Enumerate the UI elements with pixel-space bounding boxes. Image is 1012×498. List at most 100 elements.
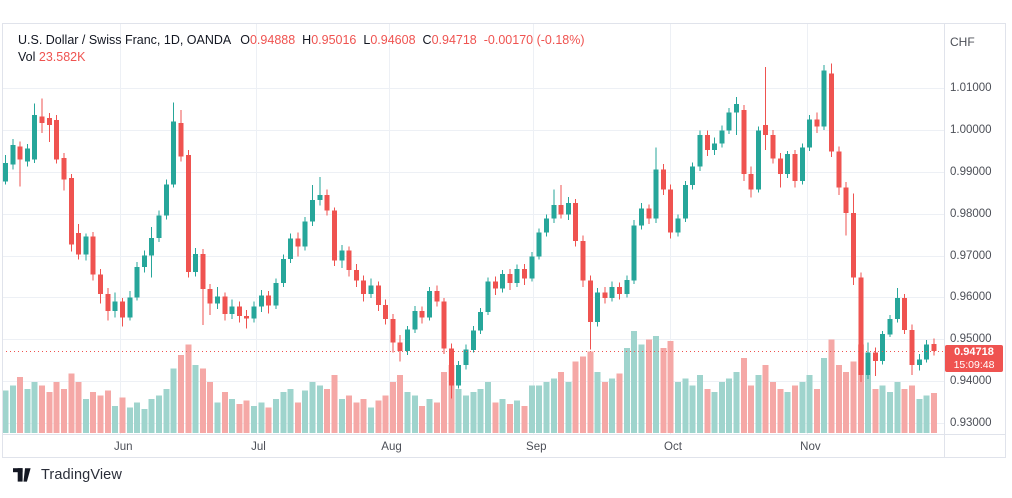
volume-bar: [740, 358, 747, 433]
time-axis-label: Nov: [800, 441, 821, 453]
volume-bar: [660, 348, 667, 433]
volume-bar: [463, 395, 469, 433]
candle: [682, 181, 688, 222]
candle: [617, 282, 622, 300]
candle: [302, 217, 308, 251]
volume-bar: [309, 382, 316, 433]
volume-bar: [419, 405, 426, 433]
volume-bar: [887, 392, 893, 433]
candle: [763, 67, 769, 150]
volume-bar: [667, 341, 674, 433]
candle: [777, 152, 783, 188]
volume-bar: [192, 365, 199, 433]
volume-bar: [616, 373, 623, 433]
symbol-title[interactable]: U.S. Dollar / Swiss Franc, 1D, OANDA: [18, 33, 232, 47]
volume-bar: [141, 409, 148, 433]
volume-bar: [170, 368, 177, 433]
volume-bar: [426, 399, 433, 433]
candle: [405, 325, 410, 356]
candle: [441, 298, 447, 354]
volume-bar: [587, 351, 594, 433]
volume-bar: [631, 331, 638, 433]
volume-bar: [821, 358, 828, 433]
volume-bar: [112, 405, 119, 433]
volume-bar: [346, 395, 353, 433]
candle: [894, 288, 900, 323]
price-tick-label: 0.98000: [950, 208, 992, 220]
candle: [492, 276, 498, 296]
volume-legend[interactable]: Vol 23.582K: [18, 50, 85, 65]
last-price-badge[interactable]: 0.94718 15:09:48: [945, 345, 1003, 372]
candle: [32, 103, 38, 163]
volume-bar: [221, 392, 228, 433]
candle: [331, 207, 337, 266]
volume-bar: [580, 356, 586, 433]
candle: [872, 347, 878, 377]
candle: [485, 277, 491, 315]
volume-bar: [75, 382, 82, 433]
volume-bar: [550, 378, 557, 433]
candle: [266, 291, 272, 314]
volume-bar: [799, 382, 806, 433]
candle: [112, 292, 118, 318]
ohlc-low: L0.94608: [363, 33, 416, 47]
tradingview-attribution[interactable]: TradingView: [13, 467, 122, 483]
candle: [120, 298, 125, 327]
candle: [200, 249, 206, 325]
tradingview-logo-icon[interactable]: [13, 468, 34, 482]
volume-bar: [565, 382, 572, 433]
volume-bar: [901, 388, 908, 433]
candle: [295, 232, 301, 257]
candle: [807, 115, 813, 151]
candle: [273, 278, 279, 310]
volume-bar: [843, 371, 850, 433]
candle: [427, 286, 432, 321]
volume-bar: [433, 402, 440, 433]
volume-bar: [916, 399, 923, 433]
volume-bar: [404, 392, 411, 433]
candle: [90, 232, 96, 281]
volume-bar: [199, 368, 206, 433]
volume-bar: [696, 375, 703, 433]
ohlc-open: O0.94888: [240, 33, 296, 47]
volume-bar: [280, 392, 287, 433]
candle: [141, 250, 147, 273]
candle: [448, 343, 454, 399]
volume-bars: [2, 331, 937, 433]
volume-bar: [82, 399, 89, 433]
candle: [215, 286, 220, 310]
volume-bar: [499, 399, 506, 433]
candle: [668, 184, 674, 239]
candle: [178, 109, 184, 162]
volume-bar: [601, 382, 608, 433]
candle: [741, 104, 747, 181]
volume-bar: [623, 348, 630, 433]
candle: [17, 141, 23, 187]
candle: [660, 164, 666, 195]
volume-bar: [302, 390, 309, 433]
volume-bar: [185, 344, 192, 433]
ohlc-close: C0.94718: [422, 33, 477, 47]
candle: [887, 315, 893, 338]
volume-bar: [485, 382, 491, 433]
volume-bar: [382, 395, 389, 433]
volume-bar: [865, 375, 872, 433]
candle: [478, 307, 484, 335]
volume-bar: [39, 385, 45, 433]
candle: [500, 270, 506, 293]
chart-legend[interactable]: U.S. Dollar / Swiss Franc, 1D, OANDA O0.9…: [18, 33, 585, 48]
price-tick-label: 0.95000: [950, 333, 992, 345]
volume-bar: [828, 339, 835, 433]
volume-bar: [653, 336, 660, 433]
candle: [346, 246, 352, 277]
volume-bar: [273, 399, 279, 433]
volume-bar: [353, 402, 360, 433]
candle: [134, 261, 140, 301]
candle: [193, 248, 199, 277]
candle: [843, 182, 849, 236]
volume-bar: [31, 382, 38, 433]
volume-bar: [777, 388, 784, 433]
volume-bar: [441, 371, 448, 433]
volume-bar: [477, 388, 484, 433]
